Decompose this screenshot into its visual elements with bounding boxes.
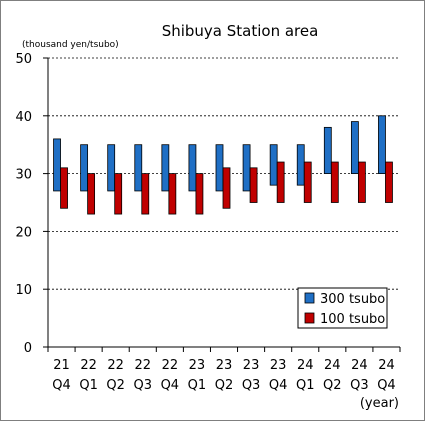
x-axis-unit-label: (year) — [360, 396, 399, 411]
x-tick-quarter: Q1 — [188, 378, 207, 393]
bar-300-tsubo-22-Q4 — [161, 144, 170, 192]
x-tick-quarter: Q4 — [161, 378, 180, 393]
x-tick-quarter: Q3 — [134, 378, 153, 393]
bar-100-tsubo-24-Q3 — [357, 161, 366, 203]
y-tick-50: 50 — [15, 52, 32, 67]
bar-100-tsubo-22-Q4 — [168, 173, 177, 215]
bar-300-tsubo-23-Q4 — [269, 144, 278, 186]
y-tick-0: 0 — [24, 341, 32, 356]
bar-300-tsubo-23-Q1 — [188, 144, 197, 192]
x-tick-quarter: Q1 — [296, 378, 315, 393]
bar-100-tsubo-23-Q2 — [222, 167, 231, 209]
bar-100-tsubo-22-Q2 — [114, 173, 123, 215]
x-tick-year: 24 — [324, 358, 341, 373]
bar-100-tsubo-23-Q3 — [249, 167, 258, 203]
x-tick-year: 23 — [243, 358, 260, 373]
x-tick-labels: 21 Q4 22 Q1 22 Q2 22 Q3 22 Q4 23 Q1 23 Q2 23 Q3 23 Q4 24 Q1… — [52, 358, 395, 393]
bar-100-tsubo-24-Q2 — [330, 161, 339, 203]
chart-title: Shibuya Station area — [162, 22, 319, 40]
bar-100-tsubo-24-Q4 — [385, 161, 393, 203]
bar-100-tsubo-22-Q1 — [87, 173, 96, 215]
x-tick-year: 23 — [216, 358, 233, 373]
x-tick-year: 23 — [270, 358, 287, 373]
bar-100-tsubo-23-Q1 — [195, 173, 204, 215]
axes — [43, 57, 401, 352]
bar-100-tsubo-21-Q4 — [60, 167, 68, 209]
bar-300-tsubo-24-Q3 — [350, 121, 359, 175]
x-tick-year: 24 — [378, 358, 395, 373]
x-tick-quarter: Q4 — [377, 378, 396, 393]
y-tick-40: 40 — [15, 110, 32, 125]
x-tick-year: 22 — [107, 358, 124, 373]
x-tick-quarter: Q3 — [242, 378, 261, 393]
x-tick-quarter: Q4 — [269, 378, 288, 393]
bar-300-tsubo-24-Q1 — [296, 144, 305, 186]
x-tick-quarter: Q4 — [52, 378, 71, 393]
legend-label-100-tsubo: 100 tsubo — [320, 312, 385, 327]
bar-100-tsubo-22-Q3 — [141, 173, 150, 215]
x-tick-year: 24 — [351, 358, 368, 373]
bar-300-tsubo-24-Q4 — [378, 115, 386, 175]
y-tick-30: 30 — [15, 168, 32, 183]
y-tick-20: 20 — [15, 225, 32, 240]
x-tick-quarter: Q2 — [323, 378, 342, 393]
x-tick-year: 22 — [162, 358, 179, 373]
bar-100-tsubo-23-Q4 — [276, 161, 285, 203]
y-axis-unit-label: (thousand yen/tsubo) — [22, 40, 119, 50]
x-tick-year: 24 — [297, 358, 314, 373]
legend-label-300-tsubo: 300 tsubo — [320, 292, 385, 307]
bar-300-tsubo-22-Q3 — [134, 144, 143, 192]
bar-300-tsubo-23-Q3 — [242, 144, 251, 192]
legend-swatch-300-tsubo — [304, 292, 315, 304]
bar-300-tsubo-24-Q2 — [323, 126, 332, 175]
x-tick-year: 22 — [80, 358, 97, 373]
x-tick-year: 23 — [189, 358, 206, 373]
x-tick-quarter: Q1 — [79, 378, 98, 393]
x-tick-year: 22 — [134, 358, 151, 373]
bar-300-tsubo-21-Q4 — [53, 138, 61, 192]
bar-300-tsubo-22-Q1 — [80, 144, 89, 192]
x-tick-quarter: Q2 — [215, 378, 234, 393]
legend-swatch-100-tsubo — [304, 312, 315, 324]
x-tick-quarter: Q2 — [106, 378, 125, 393]
bars — [53, 115, 393, 215]
y-tick-10: 10 — [15, 283, 32, 298]
legend: 300 tsubo 100 tsubo — [297, 287, 388, 329]
x-tick-quarter: Q3 — [350, 378, 369, 393]
bar-300-tsubo-22-Q2 — [107, 144, 116, 192]
bar-300-tsubo-23-Q2 — [215, 144, 224, 192]
x-tick-year: 21 — [53, 358, 70, 373]
y-tick-labels: 0 10 20 30 40 50 — [15, 52, 32, 356]
bar-100-tsubo-24-Q1 — [303, 161, 312, 203]
